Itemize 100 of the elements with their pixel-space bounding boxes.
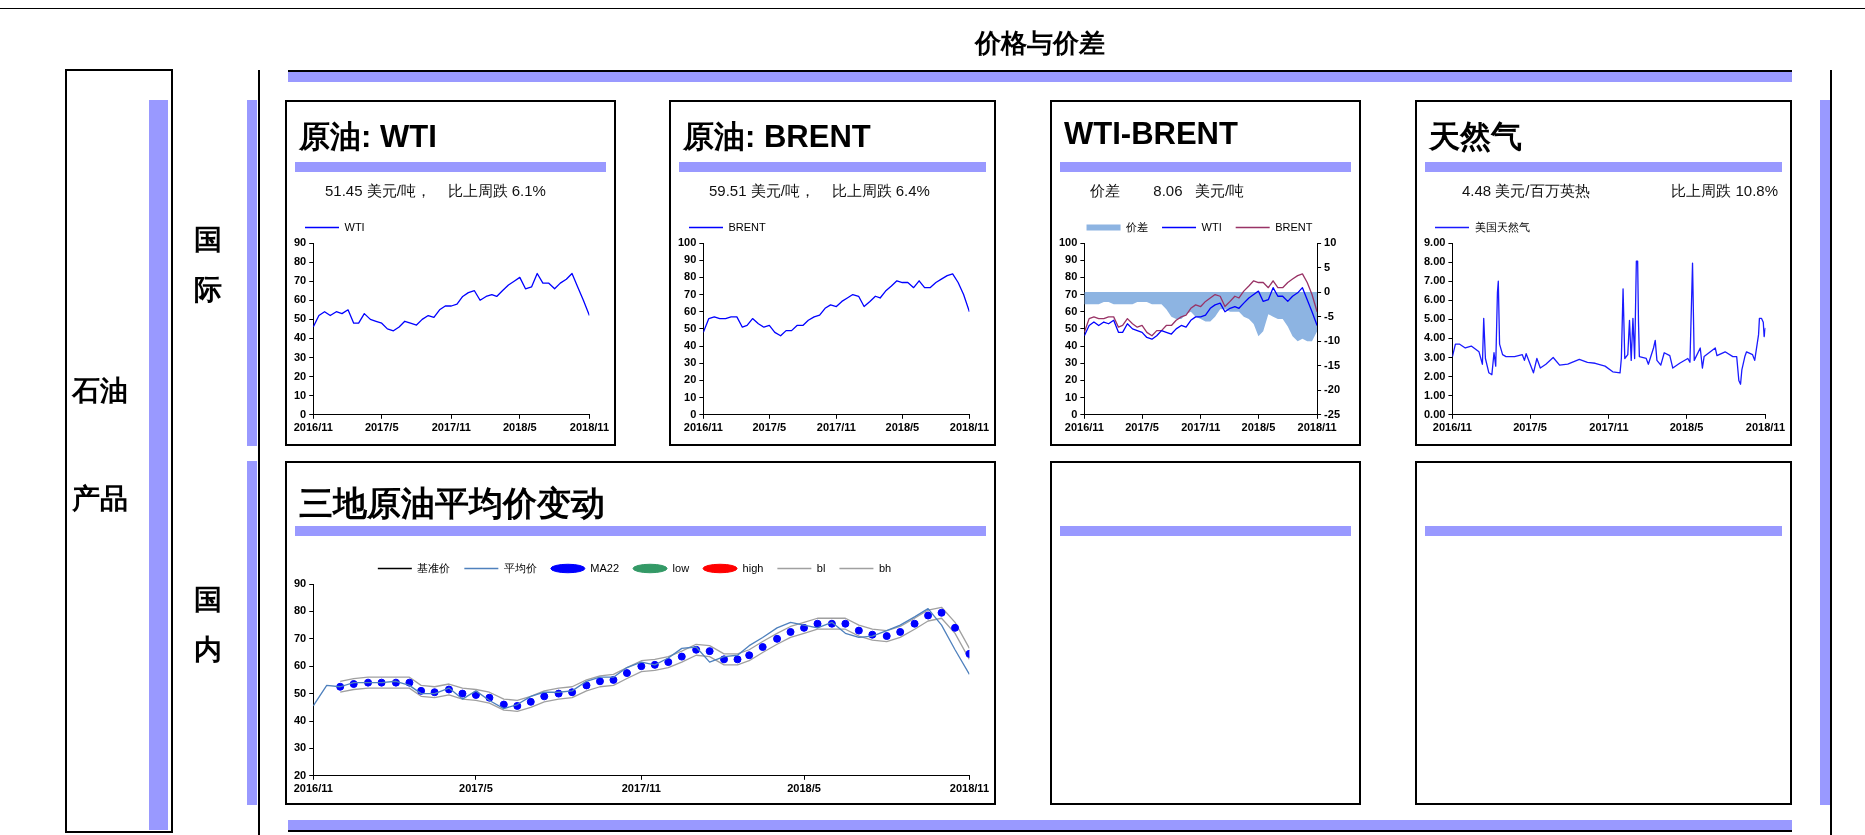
legend-label: WTI — [344, 220, 365, 233]
point — [854, 626, 863, 635]
chart-title: WTI-BRENT — [1064, 116, 1238, 152]
text: 价格与价差 — [973, 27, 1106, 60]
y-tick-label: 0.00 — [1423, 407, 1446, 420]
chart-title: 原油: WTI — [299, 118, 437, 156]
x-tick-label: 2017/5 — [1513, 421, 1547, 434]
point — [773, 634, 782, 643]
text: 石油 — [72, 374, 128, 408]
point — [813, 619, 822, 628]
y-tick-label: 2.00 — [1423, 369, 1446, 382]
y-tick-label: 1.00 — [1423, 388, 1446, 401]
legend-label: 基准价 — [417, 561, 451, 574]
x-tick-label: 2018/5 — [1669, 421, 1704, 434]
y-tick-label: 70 — [684, 287, 697, 300]
y2-tick-label: -20 — [1324, 383, 1341, 396]
y-tick-label: 30 — [293, 350, 307, 363]
chart-title: 天然气 — [1429, 118, 1522, 156]
point — [540, 692, 549, 701]
chart-subtitle: 4.48 美元/百万英热 — [1462, 182, 1590, 201]
legend-label: 美国天然气 — [1474, 220, 1530, 233]
y-tick-label: 9.00 — [1423, 236, 1446, 249]
x-tick-label: 2017/11 — [1181, 421, 1221, 434]
y-tick-label: 5.00 — [1423, 312, 1446, 325]
point — [733, 655, 742, 664]
y-tick-label: 80 — [684, 270, 697, 283]
legend-label: 平均价 — [503, 561, 537, 574]
y2-tick-label: -10 — [1324, 334, 1341, 347]
point — [664, 658, 673, 667]
point — [758, 643, 767, 652]
y-tick-label: 30 — [684, 356, 697, 369]
x-tick-label: 2016/11 — [1064, 421, 1104, 434]
y-tick-label: 90 — [1065, 253, 1078, 266]
y-tick-label: 100 — [677, 236, 697, 249]
point — [841, 619, 850, 628]
y-tick-label: 4.00 — [1423, 331, 1446, 344]
legend-label: bl — [816, 561, 826, 574]
point — [896, 627, 905, 636]
y-tick-label: 80 — [293, 255, 307, 268]
y-tick-label: 10 — [293, 388, 307, 401]
point — [705, 647, 714, 656]
x-tick-label: 2016/11 — [1432, 421, 1472, 434]
y-tick-label: 10 — [1065, 390, 1078, 403]
x-tick-label: 2017/11 — [431, 421, 471, 434]
x-tick-label: 2018/11 — [569, 421, 609, 434]
point — [622, 669, 631, 678]
y2-tick-label: 10 — [1324, 236, 1337, 249]
y-tick-label: 8.00 — [1423, 255, 1446, 268]
point — [595, 677, 604, 686]
legend-label: high — [742, 561, 764, 574]
y-tick-label: 90 — [293, 236, 307, 249]
text: 国际 — [194, 223, 223, 307]
x-tick-label: 2017/11 — [1589, 421, 1629, 434]
x-tick-label: 2018/5 — [885, 421, 920, 434]
legend-label: MA22 — [590, 561, 620, 574]
y-tick-label: 50 — [1065, 321, 1078, 334]
y-tick-label: 40 — [293, 714, 307, 727]
point — [924, 611, 933, 620]
legend-label: BRENT — [1275, 220, 1313, 233]
x-tick-label: 2017/5 — [459, 782, 493, 795]
x-tick-label: 2016/11 — [293, 782, 333, 795]
legend-label: WTI — [1201, 220, 1222, 233]
point — [499, 700, 508, 709]
y-tick-label: 20 — [293, 369, 307, 382]
y-tick-label: 60 — [293, 659, 307, 672]
y-tick-label: 0 — [1071, 407, 1078, 420]
y-tick-label: 30 — [1065, 356, 1078, 369]
point — [458, 689, 467, 698]
point — [951, 623, 960, 632]
y2-tick-label: -5 — [1324, 309, 1334, 322]
y-tick-label: 6.00 — [1423, 293, 1446, 306]
y-tick-label: 10 — [684, 390, 697, 403]
legend-label: BRENT — [728, 220, 767, 233]
x-tick-label: 2018/5 — [502, 421, 537, 434]
y2-tick-label: -15 — [1324, 358, 1341, 371]
y-tick-label: 70 — [293, 274, 307, 287]
y-tick-label: 80 — [1065, 270, 1078, 283]
y-tick-label: 100 — [1058, 236, 1078, 249]
point — [745, 651, 754, 660]
point — [582, 681, 591, 690]
point — [910, 619, 919, 628]
y-tick-label: 20 — [293, 768, 307, 781]
x-tick-label: 2018/11 — [1745, 421, 1785, 434]
y-tick-label: 7.00 — [1423, 274, 1446, 287]
point — [937, 608, 946, 617]
y-tick-label: 60 — [1065, 304, 1078, 317]
y-tick-label: 3.00 — [1423, 350, 1446, 363]
chart-subtitle: 51.45 美元/吨， 比上周跌 6.1% — [325, 182, 546, 201]
text: 产品 — [72, 482, 128, 516]
y-tick-label: 50 — [684, 321, 697, 334]
y-tick-label: 60 — [293, 293, 307, 306]
x-tick-label: 2017/5 — [752, 421, 787, 434]
y2-tick-label: -25 — [1324, 407, 1341, 420]
legend-label: bh — [878, 561, 892, 574]
y-tick-label: 50 — [293, 686, 307, 699]
x-tick-label: 2018/11 — [949, 421, 989, 434]
point — [637, 662, 646, 671]
y2-tick-label: 0 — [1324, 285, 1331, 298]
chart-subtitle: 59.51 美元/吨， 比上周跌 6.4% — [709, 182, 930, 201]
y2-tick-label: 5 — [1324, 260, 1331, 273]
